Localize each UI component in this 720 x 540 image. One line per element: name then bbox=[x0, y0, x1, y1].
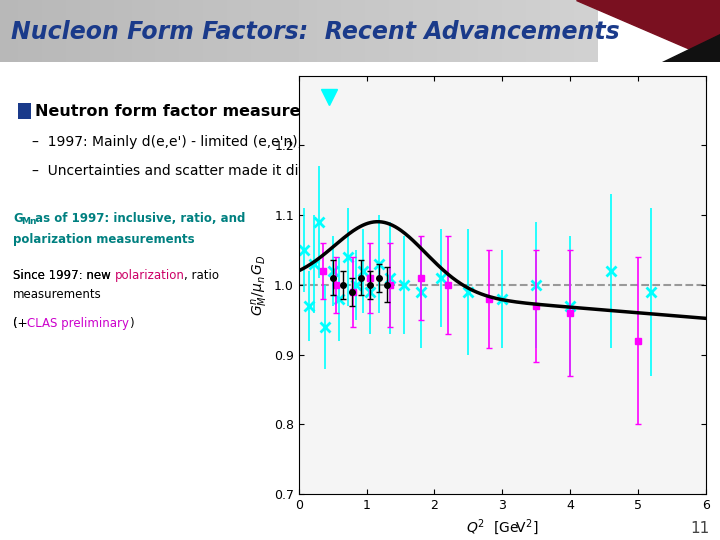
Text: data: data bbox=[481, 136, 517, 149]
Text: as of 1997: inclusive, ratio, and: as of 1997: inclusive, ratio, and bbox=[31, 212, 246, 225]
Text: , ratio: , ratio bbox=[184, 269, 220, 282]
Text: Neutron form factor measurements: Neutron form factor measurements bbox=[35, 104, 357, 119]
Text: Since 1997: new: Since 1997: new bbox=[13, 269, 114, 282]
Text: measurements: measurements bbox=[13, 288, 102, 301]
Text: ): ) bbox=[130, 317, 134, 330]
Text: (+: (+ bbox=[13, 317, 27, 330]
Text: Since 1997: new: Since 1997: new bbox=[13, 269, 114, 282]
X-axis label: $Q^2\ \ [\mathrm{Ge\!V}^2]$: $Q^2\ \ [\mathrm{Ge\!V}^2]$ bbox=[466, 517, 539, 537]
Y-axis label: $G^n_M / \mu_n\, G_D$: $G^n_M / \mu_n\, G_D$ bbox=[250, 254, 270, 316]
Text: polarization measurements: polarization measurements bbox=[13, 233, 194, 246]
Text: polarization: polarization bbox=[114, 269, 184, 282]
Polygon shape bbox=[662, 34, 720, 62]
Text: Nucleon Form Factors:  Recent Advancements: Nucleon Form Factors: Recent Advancement… bbox=[11, 21, 619, 44]
Text: (+: (+ bbox=[13, 317, 27, 330]
Text: G: G bbox=[13, 212, 23, 225]
Text: 11: 11 bbox=[690, 521, 709, 536]
Text: Mn: Mn bbox=[22, 217, 37, 226]
Text: CLAS preliminary: CLAS preliminary bbox=[27, 317, 130, 330]
Text: polarization: polarization bbox=[399, 136, 481, 149]
Bar bbox=[18, 103, 31, 119]
Polygon shape bbox=[576, 0, 720, 62]
Text: –  1997: Mainly d(e,e') - limited (e,e'n),: – 1997: Mainly d(e,e') - limited (e,e'n)… bbox=[32, 136, 307, 149]
Text: (e,e'n/e,e'p),: (e,e'n/e,e'p), bbox=[307, 136, 395, 149]
Text: –  Uncertainties and scatter made it difficult to evaluate models: – Uncertainties and scatter made it diff… bbox=[32, 164, 477, 178]
